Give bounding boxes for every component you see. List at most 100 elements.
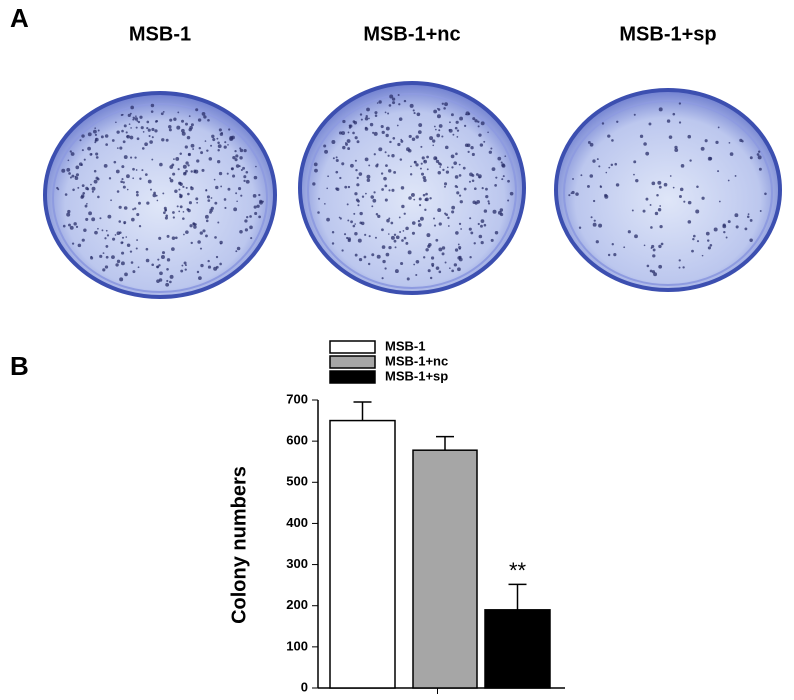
colony	[432, 144, 435, 147]
colony	[433, 125, 436, 128]
colony	[651, 270, 656, 274]
colony	[83, 158, 86, 161]
colony	[447, 216, 450, 220]
colony	[90, 153, 93, 155]
colony	[190, 186, 194, 191]
colony	[457, 267, 461, 272]
colony	[115, 169, 120, 174]
colony	[478, 234, 483, 239]
colony	[474, 119, 478, 123]
colony	[227, 144, 229, 146]
colony	[150, 103, 155, 108]
colony	[429, 276, 433, 280]
colony	[483, 209, 488, 213]
colony	[678, 266, 681, 269]
colony	[456, 186, 459, 188]
colony	[72, 188, 75, 192]
colony	[388, 104, 392, 107]
colony	[627, 230, 631, 234]
colony	[433, 224, 437, 227]
colony	[380, 125, 384, 129]
colony	[94, 230, 98, 235]
colony	[171, 247, 175, 251]
colony	[335, 187, 338, 191]
colony	[691, 249, 694, 253]
colony	[158, 264, 161, 267]
colony	[366, 178, 371, 183]
colony	[592, 199, 596, 203]
colony	[347, 185, 351, 189]
colony	[81, 184, 85, 188]
colony	[443, 107, 446, 110]
colony	[179, 195, 183, 199]
colony	[378, 147, 383, 152]
colony	[235, 250, 238, 253]
colony	[152, 193, 157, 198]
colony	[132, 208, 135, 211]
colony	[571, 190, 575, 195]
colony	[369, 122, 374, 127]
colony	[132, 270, 136, 274]
plate-label: MSB-1	[129, 23, 191, 45]
colony	[197, 118, 202, 122]
colony	[317, 197, 321, 200]
colony	[734, 175, 737, 177]
colony	[500, 161, 503, 164]
colony	[705, 231, 710, 236]
colony	[356, 183, 360, 187]
colony	[490, 238, 494, 242]
colony	[239, 229, 243, 234]
y-tick-label: 200	[286, 597, 308, 612]
colony	[485, 187, 488, 191]
colony	[470, 231, 474, 235]
colony	[674, 145, 678, 150]
colony	[181, 119, 185, 123]
colony	[209, 208, 213, 212]
colony	[312, 182, 316, 186]
colony	[219, 240, 223, 245]
colony	[450, 154, 455, 159]
colony	[707, 239, 710, 242]
colony	[497, 156, 502, 161]
colony	[436, 107, 439, 110]
colony	[499, 208, 504, 212]
colony	[217, 160, 221, 164]
colony	[653, 272, 658, 277]
colony	[449, 267, 451, 270]
colony	[129, 156, 133, 159]
colony	[593, 219, 596, 222]
colony	[347, 219, 350, 222]
colony	[169, 280, 172, 284]
colony	[154, 129, 158, 133]
colony	[173, 158, 175, 160]
colony	[507, 179, 510, 183]
colony	[342, 119, 346, 124]
colony	[99, 217, 102, 220]
colony	[71, 242, 75, 245]
colony	[469, 256, 472, 259]
colony	[386, 218, 390, 223]
colony	[381, 228, 384, 232]
colony	[254, 211, 258, 215]
colony	[411, 221, 416, 225]
colony	[701, 196, 705, 200]
colony	[181, 264, 184, 267]
colony	[458, 257, 463, 262]
colony	[463, 124, 467, 127]
colony	[346, 203, 349, 206]
colony	[216, 137, 219, 140]
colony	[207, 199, 211, 202]
colony	[433, 217, 436, 220]
colony	[435, 159, 440, 164]
colony	[343, 233, 347, 236]
colony	[94, 141, 97, 144]
colony	[122, 185, 126, 189]
colony	[140, 126, 144, 130]
colony	[84, 204, 88, 208]
colony	[441, 135, 444, 138]
colony	[472, 117, 476, 121]
plate-label: MSB-1+nc	[363, 23, 460, 45]
colony	[381, 245, 386, 249]
colony	[707, 156, 712, 161]
colony	[715, 140, 719, 144]
